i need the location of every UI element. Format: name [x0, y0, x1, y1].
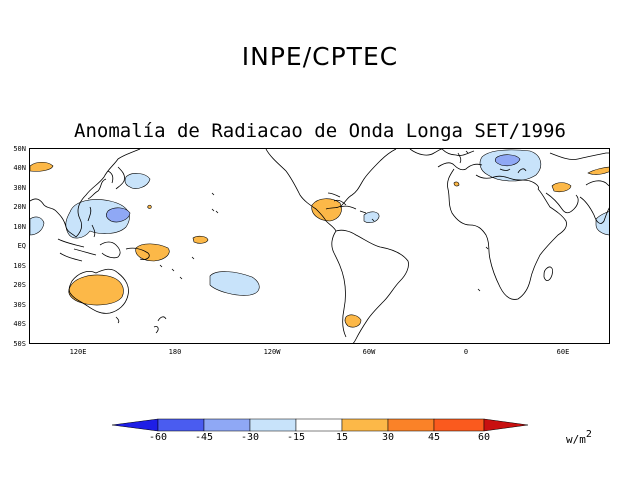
colorbar-segment: [341, 418, 389, 432]
y-tick-label: 10N: [13, 223, 26, 231]
x-tick-label: 0: [463, 348, 469, 356]
colorbar-label: 15: [335, 432, 349, 443]
positive-anomaly-coral-sea: [135, 243, 170, 262]
units-base: w/m: [566, 433, 586, 446]
positive-anomaly-tiny: [147, 204, 152, 209]
y-tick-label: 40N: [13, 164, 26, 172]
x-tick-label: 120E: [69, 348, 87, 356]
y-tick-label: 20N: [13, 203, 26, 211]
colorbar: [111, 418, 529, 432]
page-title: INPE/CPTEC: [241, 42, 399, 71]
positive-anomaly-caribbean: [311, 198, 342, 222]
units-exponent: 2: [585, 429, 592, 440]
x-tick-label: 180: [168, 348, 182, 356]
colorbar-label: 30: [381, 432, 395, 443]
negative-anomaly-japan: [124, 173, 151, 189]
negative-anomaly-indian-ocean: [30, 216, 45, 236]
positive-anomaly-middle-east: [551, 182, 572, 193]
colorbar-segment: [203, 418, 251, 432]
colorbar-segment: [157, 418, 205, 432]
colorbar-label: -15: [286, 432, 306, 443]
map-frame: [29, 148, 610, 344]
colorbar-segment: [249, 418, 297, 432]
y-tick-label: 40S: [13, 320, 26, 328]
negative-anomaly-atlantic: [363, 211, 380, 223]
y-tick-label: 50S: [13, 340, 26, 348]
negative-anomaly-europe-core: [494, 154, 521, 167]
colorbar-right-triangle: [483, 418, 529, 432]
positive-anomaly-north-pacific-west: [30, 161, 54, 172]
coastlines: [30, 149, 609, 343]
y-tick-label: 20S: [13, 281, 26, 289]
y-tick-label: EQ: [17, 242, 26, 250]
anomaly-map: [30, 149, 609, 343]
x-tick-label: 60E: [556, 348, 570, 356]
y-tick-label: 10S: [13, 262, 26, 270]
y-tick-label: 30S: [13, 301, 26, 309]
positive-anomaly-east-edge: [587, 166, 609, 175]
colorbar-segment: [295, 418, 343, 432]
x-tick-label: 60W: [362, 348, 376, 356]
negative-anomaly-philippines-core: [106, 207, 131, 223]
colorbar-segment: [387, 418, 435, 432]
x-tick-label: 120W: [263, 348, 281, 356]
positive-anomaly-australia: [68, 274, 124, 306]
positive-anomaly-south-america: [344, 314, 362, 328]
colorbar-label: 60: [477, 432, 491, 443]
colorbar-units: w/m2: [566, 429, 592, 446]
colorbar-label: -45: [194, 432, 214, 443]
colorbar-segment: [433, 418, 485, 432]
colorbar-left-triangle: [111, 418, 159, 432]
positive-anomaly-north-africa: [453, 181, 460, 187]
colorbar-label: -60: [148, 432, 168, 443]
negative-anomaly-south-pacific: [209, 271, 260, 296]
y-tick-label: 50N: [13, 145, 26, 153]
negative-anomaly-east-edge: [595, 211, 609, 236]
positive-anomaly-small-pacific: [192, 235, 209, 244]
y-tick-label: 30N: [13, 184, 26, 192]
map-title: Anomalía de Radiacao de Onda Longa SET/1…: [74, 120, 566, 142]
colorbar-label: 45: [427, 432, 441, 443]
colorbar-label: -30: [240, 432, 260, 443]
